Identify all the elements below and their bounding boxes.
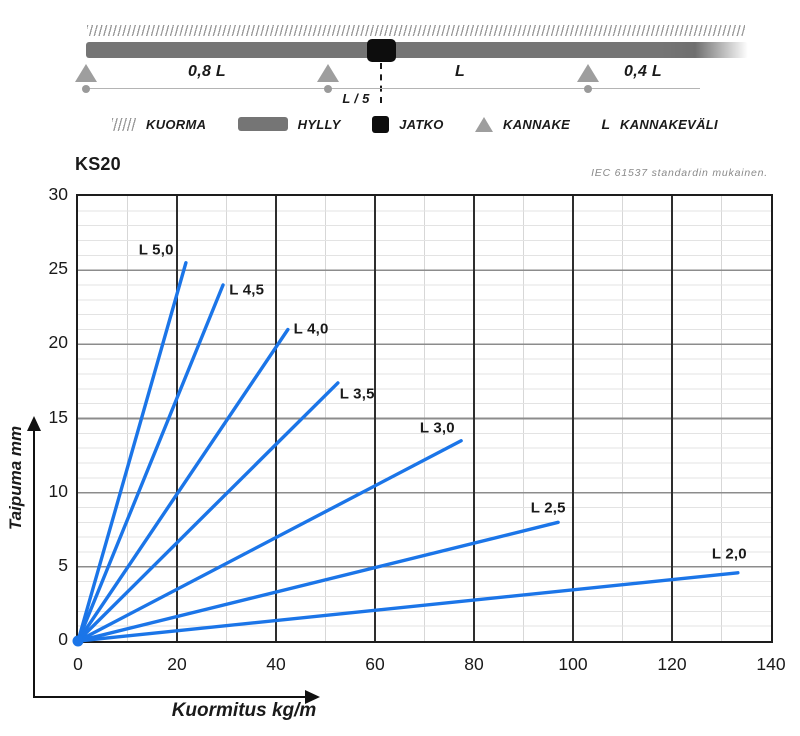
- shelf-beam: [86, 42, 748, 58]
- x-tick-label: 120: [657, 654, 687, 674]
- dimension-line: [85, 88, 700, 89]
- shelf-bar-icon: [237, 117, 288, 131]
- legend-item-kuorma: KUORMA: [112, 117, 206, 132]
- y-tick-label: 10: [48, 480, 68, 501]
- legend-item-hylly: HYLLY: [237, 116, 341, 132]
- joint-dashed-line: [380, 63, 382, 103]
- x-axis-arrowhead-icon: [305, 690, 320, 704]
- legend-label: JATKO: [399, 116, 444, 132]
- deflection-line-L 4,0: [76, 327, 290, 643]
- span-label-right: 0,4 L: [624, 63, 662, 80]
- load-hatch-icon: [112, 117, 136, 131]
- deflection-line-L 3,0: [76, 439, 463, 643]
- y-tick-label: 30: [48, 184, 68, 204]
- y-axis-label: Taipuma mm: [6, 425, 25, 531]
- curve-label: L 3,5: [339, 385, 375, 403]
- curve-label: L 3,0: [419, 419, 455, 437]
- span-label-mid: L: [454, 63, 466, 80]
- plot-area: [72, 194, 773, 647]
- span-label-left: 0,8 L: [188, 63, 226, 80]
- joint-offset-label: L / 5: [342, 91, 370, 106]
- support-triangle-icon: [577, 64, 599, 82]
- y-tick-label: 20: [48, 332, 68, 353]
- support-triangle-icon: [317, 64, 339, 82]
- deflection-line-L 2,0: [76, 571, 740, 643]
- legend-label: HYLLY: [297, 116, 341, 132]
- x-tick-label: 80: [464, 654, 484, 674]
- dimension-dot: [324, 85, 332, 93]
- curve-label: L 4,5: [229, 281, 265, 299]
- legend-item-jatko: JATKO: [372, 115, 444, 133]
- x-tick-label: 20: [167, 654, 187, 674]
- joint-square: [367, 39, 396, 62]
- y-tick-label: 5: [58, 554, 68, 575]
- dimension-dot: [584, 85, 592, 93]
- load-hatch-strip: [87, 25, 745, 36]
- legend: KUORMA HYLLY JATKO KANNAKE L KANNAKEVÄLI: [112, 110, 718, 138]
- y-axis-arrowhead-icon: [27, 416, 41, 431]
- curve-label: L 5,0: [138, 241, 174, 259]
- legend-label: KANNAKE: [503, 116, 571, 132]
- dimension-dot: [82, 85, 90, 93]
- curve-label: L 2,5: [530, 499, 566, 517]
- x-tick-label: 140: [756, 654, 786, 674]
- y-tick-label: 0: [58, 629, 68, 649]
- legend-item-kannakevali: L KANNAKEVÄLI: [601, 116, 717, 132]
- y-axis-arrow-line: [33, 430, 35, 698]
- deflection-line-L 4,5: [76, 283, 225, 643]
- support-triangle-icon: [475, 116, 494, 132]
- deflection-line-L 2,5: [76, 520, 560, 643]
- x-tick-label: 0: [73, 654, 83, 674]
- support-triangle-icon: [75, 64, 97, 82]
- curve-label: L 2,0: [711, 545, 747, 563]
- deflection-chart: [72, 196, 771, 647]
- deflection-line-L 5,0: [76, 261, 188, 643]
- deflection-line-L 3,5: [76, 381, 340, 643]
- y-tick-label: 15: [48, 406, 68, 427]
- chart-title: KS20: [75, 154, 121, 174]
- letter-l-symbol: L: [601, 116, 611, 132]
- joint-square-icon: [372, 115, 390, 133]
- legend-label: KANNAKEVÄLI: [620, 116, 718, 132]
- legend-label: KUORMA: [146, 116, 207, 132]
- y-tick-label: 25: [48, 258, 68, 279]
- x-tick-label: 100: [558, 654, 588, 674]
- x-axis-arrow-line: [33, 696, 307, 698]
- x-tick-label: 60: [365, 654, 385, 674]
- origin-dot: [72, 635, 84, 647]
- x-tick-label: 40: [266, 654, 286, 674]
- standard-note: IEC 61537 standardin mukainen.: [591, 167, 768, 179]
- x-axis-label: Kuormitus kg/m: [171, 700, 317, 721]
- curve-label: L 4,0: [293, 320, 329, 338]
- legend-item-kannake: KANNAKE: [475, 116, 571, 132]
